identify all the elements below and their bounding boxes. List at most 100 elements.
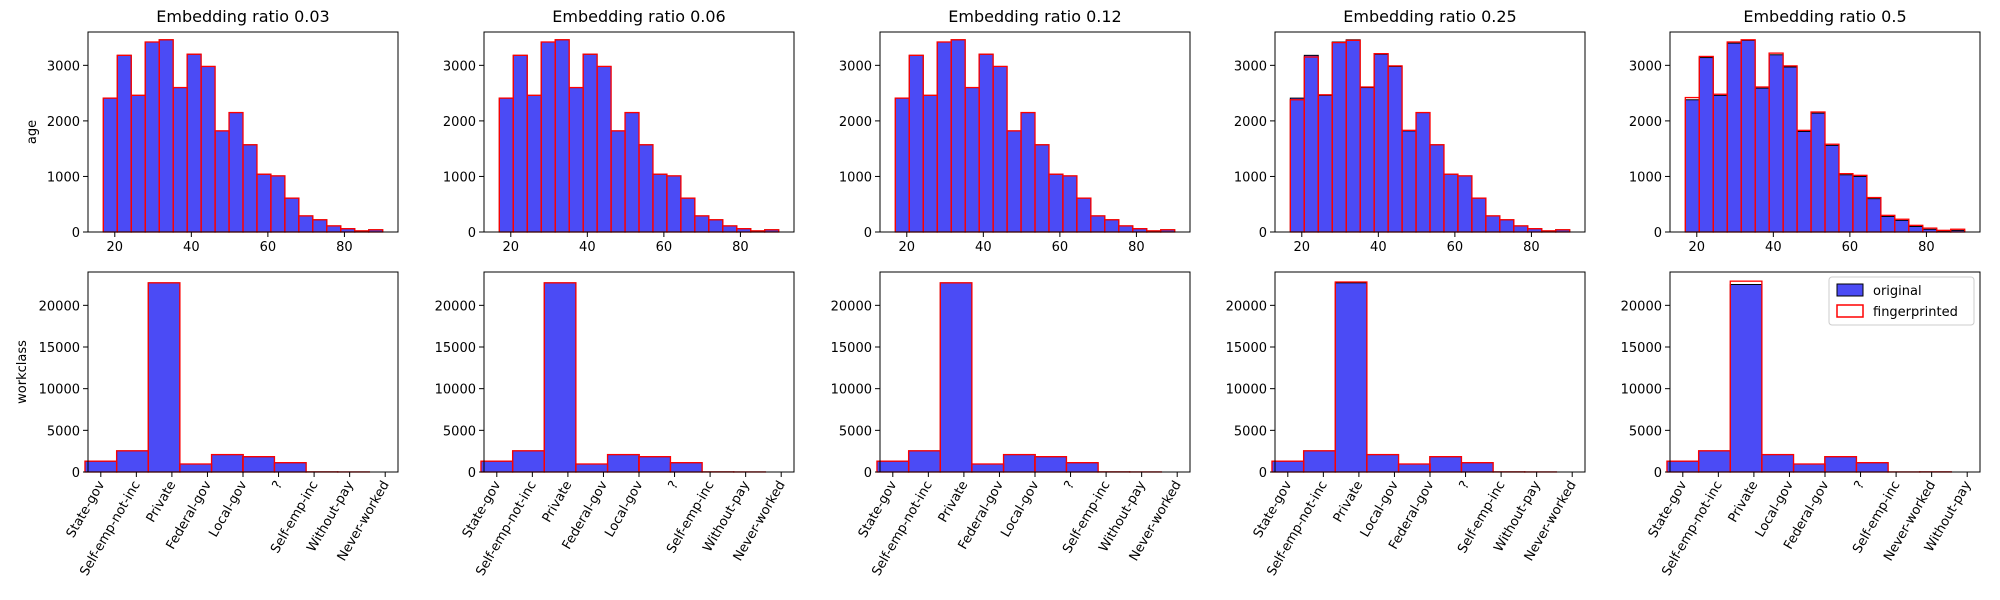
workclass-bar-original	[512, 450, 545, 473]
age-bar-original	[326, 225, 342, 233]
age-bar-original	[1401, 130, 1417, 233]
age-ytick-label: 0	[72, 226, 80, 241]
workclass-ytick-label: 0	[864, 466, 872, 481]
workclass-ytick-label: 5000	[47, 424, 80, 439]
age-bar-original	[1810, 112, 1826, 233]
age-bar-original	[1048, 173, 1064, 233]
age-bar-original	[1345, 39, 1361, 233]
panel-4: Embedding ratio 0.25 0 1000 2000 3000 20 40 60 8…	[1226, 7, 1586, 579]
age-bar-original	[1698, 57, 1714, 233]
age-ytick-label: 0	[864, 226, 872, 241]
workclass-xtick-label: Private	[936, 479, 972, 526]
panel-title: Embedding ratio 0.5	[1743, 7, 1906, 26]
age-axes: 0 1000 2000 3000 20 40 60 80	[1629, 31, 1981, 255]
age-bar-original	[1499, 219, 1515, 233]
age-xtick-label: 80	[1128, 240, 1145, 255]
age-bar-original	[1712, 94, 1728, 233]
workclass-xtick-label: ?	[270, 479, 286, 492]
age-bar-original	[1373, 53, 1389, 233]
legend: original fingerprinted	[1828, 276, 1975, 326]
age-axes-frame	[879, 31, 1191, 233]
workclass-bar-original	[1034, 456, 1067, 473]
workclass-ytick-label: 0	[72, 466, 80, 481]
age-bar-original	[158, 39, 174, 233]
workclass-bar-original	[1793, 463, 1826, 473]
workclass-bar-original	[1003, 454, 1036, 473]
workclass-bar-original	[1429, 456, 1462, 473]
age-ytick-label: 2000	[47, 115, 80, 130]
age-axes-frame	[87, 31, 399, 233]
age-bar-original	[1824, 144, 1840, 233]
age-bar-original	[624, 112, 640, 233]
age-bar-original	[298, 215, 314, 233]
workclass-ytick-label: 20000	[831, 299, 872, 314]
panel-title: Embedding ratio 0.25	[1343, 7, 1516, 26]
age-bar-original	[228, 112, 244, 233]
age-ytick-label: 3000	[443, 59, 476, 74]
workclass-bar-original	[116, 450, 149, 473]
legend-label-fingerprinted: fingerprinted	[1873, 305, 1958, 320]
workclass-bar-original	[908, 450, 941, 473]
age-bar-original	[172, 87, 188, 233]
age-xtick-label: 40	[1370, 240, 1387, 255]
age-bar-original	[1908, 225, 1924, 233]
age-xtick-label: 60	[1842, 240, 1859, 255]
age-ytick-label: 2000	[1629, 115, 1662, 130]
workclass-ytick-label: 15000	[39, 341, 80, 356]
workclass-ytick-label: 0	[1654, 466, 1662, 481]
row-label-age: age	[25, 120, 40, 144]
age-xtick-label: 80	[1523, 240, 1540, 255]
age-bar-original	[708, 219, 724, 233]
workclass-ytick-label: 20000	[435, 299, 476, 314]
workclass-bar-original	[1824, 456, 1857, 473]
age-axes: 0 1000 2000 3000 20 40 60 80	[839, 31, 1191, 255]
age-bar-original	[512, 54, 528, 233]
workclass-bar-original	[1303, 450, 1336, 473]
age-bar-original	[722, 225, 738, 233]
age-ytick-label: 0	[1259, 226, 1267, 241]
workclass-bar-original	[1334, 282, 1368, 473]
workclass-ytick-label: 15000	[1226, 341, 1267, 356]
row-label-workclass: workclass	[15, 340, 30, 404]
panel-title: Embedding ratio 0.06	[552, 7, 725, 26]
legend-label-original: original	[1873, 284, 1922, 299]
age-bar-original	[130, 94, 146, 233]
age-bar-original	[638, 144, 654, 233]
workclass-bar-original	[480, 460, 514, 473]
panel-1: Embedding ratio 0.03 0 1000 2000 3000 20 40 60 8…	[39, 7, 399, 579]
age-xtick-label: 40	[975, 240, 992, 255]
age-ytick-label: 3000	[839, 59, 872, 74]
age-xtick-label: 80	[336, 240, 353, 255]
workclass-bar-original	[1271, 460, 1305, 473]
age-bar-original	[1104, 219, 1120, 233]
workclass-axes-frame	[879, 271, 1191, 473]
workclass-ytick-label: 15000	[831, 341, 872, 356]
age-bar-original	[694, 215, 710, 233]
workclass-bar-original	[1666, 460, 1700, 473]
workclass-xtick-label: ?	[1457, 479, 1473, 492]
age-bar-original	[498, 97, 514, 233]
age-bar-original	[1740, 39, 1756, 233]
age-bar-original	[186, 53, 202, 233]
workclass-ytick-label: 20000	[39, 299, 80, 314]
workclass-ytick-label: 10000	[1226, 383, 1267, 398]
workclass-xtick-label: Private	[1331, 479, 1367, 526]
age-bar-original	[242, 144, 258, 233]
age-bar-original	[1838, 174, 1854, 233]
panel-2: Embedding ratio 0.06 0 1000 2000 3000 20 40 60 8…	[435, 7, 795, 579]
workclass-axes: 05000100001500020000State-govSelf-emp-no…	[435, 271, 795, 579]
age-xtick-label: 40	[1765, 240, 1782, 255]
workclass-ytick-label: 15000	[435, 341, 476, 356]
workclass-bar-original	[147, 282, 181, 473]
age-bar-original	[1754, 87, 1770, 233]
workclass-axes-frame	[483, 271, 795, 473]
age-bar-original	[582, 53, 598, 233]
age-bar-original	[1387, 65, 1403, 233]
age-bar-original	[1289, 97, 1305, 233]
age-xtick-label: 80	[1918, 240, 1935, 255]
workclass-ytick-label: 10000	[831, 383, 872, 398]
age-bar-original	[1894, 219, 1910, 233]
workclass-ytick-label: 5000	[1234, 424, 1267, 439]
age-ytick-label: 2000	[1234, 115, 1267, 130]
workclass-xtick-label: Private	[540, 479, 576, 526]
